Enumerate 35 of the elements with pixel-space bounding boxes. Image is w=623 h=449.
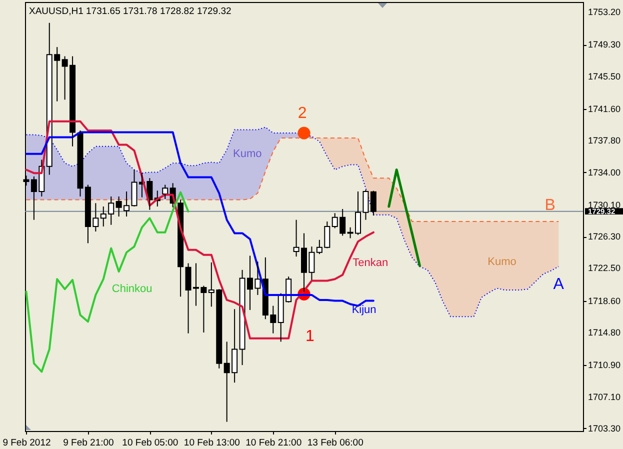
chart-title: XAUUSD,H1 1731.65 1731.78 1728.82 1729.32 — [29, 6, 232, 17]
y-tick-label: 1722.50 — [588, 263, 621, 274]
series-label: 2 — [298, 105, 307, 122]
y-tick-label: 1730.10 — [588, 200, 621, 210]
x-tick-label: 10 Feb 05:00 — [122, 438, 178, 448]
y-tick-label: 1753.20 — [588, 7, 621, 18]
series-label: 1 — [306, 328, 315, 345]
line-series — [388, 168, 421, 267]
y-tick-label: 1726.30 — [588, 232, 621, 242]
series-label: Tenkan — [352, 257, 388, 269]
series-label: B — [544, 197, 556, 214]
candlestick — [370, 190, 376, 216]
y-tick-label: 1703.30 — [588, 423, 621, 434]
annotation: Kumo — [488, 256, 516, 268]
series-label: A — [553, 276, 564, 293]
series-label: Chinkou — [112, 283, 152, 295]
y-tick-label: 1745.50 — [588, 71, 621, 82]
line-series — [25, 191, 190, 373]
candlestick — [77, 130, 84, 197]
series-label: Kijun — [352, 304, 376, 316]
x-tick-label: 13 Feb 06:00 — [307, 438, 364, 448]
y-tick-label: 1718.60 — [588, 296, 621, 306]
y-tick-label: 1737.80 — [588, 136, 621, 146]
x-tick-label: 10 Feb 21:00 — [246, 438, 302, 448]
x-tick-label: 9 Feb 2012 — [2, 438, 51, 448]
y-tick-label: 1707.10 — [588, 392, 621, 402]
y-tick-label: 1710.90 — [588, 360, 621, 370]
y-tick-label: 1714.80 — [588, 328, 621, 338]
x-tick-label: 9 Feb 21:00 — [63, 438, 114, 448]
candlestick — [162, 184, 168, 200]
y-tick-label: 1741.60 — [588, 104, 621, 114]
annotation: Kumo — [233, 148, 262, 160]
y-tick-label: 1734.00 — [588, 167, 621, 178]
x-tick-label: 10 Feb 13:00 — [184, 438, 240, 448]
y-tick-label: 1749.30 — [588, 40, 621, 50]
